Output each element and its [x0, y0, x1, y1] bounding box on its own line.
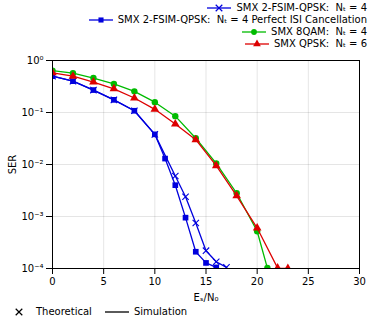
html-text:SMX 2-FSIM-QPSK: Nₜ = 4 Perfec: SMX 2-FSIM-QPSK: Nₜ = 4 Perfect ISI Canc…	[117, 14, 367, 25]
svg-text:0: 0	[49, 276, 55, 287]
html-text:Theoretical: Theoretical	[36, 306, 92, 317]
svg-text:25: 25	[302, 276, 315, 287]
svg-text:10⁻⁴: 10⁻⁴	[21, 263, 43, 274]
svg-text:10: 10	[148, 276, 161, 287]
html-text:SMX 8QAM: Nₜ = 4: SMX 8QAM: Nₜ = 4	[271, 26, 367, 37]
html-text:SMX QPSK: Nₜ = 6: SMX QPSK: Nₜ = 6	[273, 38, 367, 49]
svg-text:10⁰: 10⁰	[27, 55, 44, 66]
html-text:SMX 2-FSIM-QPSK: Nₜ = 4: SMX 2-FSIM-QPSK: Nₜ = 4	[236, 2, 367, 13]
svg-text:20: 20	[251, 276, 264, 287]
svg-text:10⁻³: 10⁻³	[21, 211, 43, 222]
html-text:Simulation: Simulation	[133, 306, 188, 317]
svg-text:SER: SER	[7, 155, 18, 175]
svg-text:10⁻¹: 10⁻¹	[21, 107, 43, 118]
svg-text:10⁻²: 10⁻²	[21, 159, 43, 170]
svg-text:Eₛ/N₀: Eₛ/N₀	[194, 292, 219, 303]
svg-text:5: 5	[100, 276, 106, 287]
svg-text:15: 15	[200, 276, 213, 287]
svg-text:30: 30	[353, 276, 366, 287]
